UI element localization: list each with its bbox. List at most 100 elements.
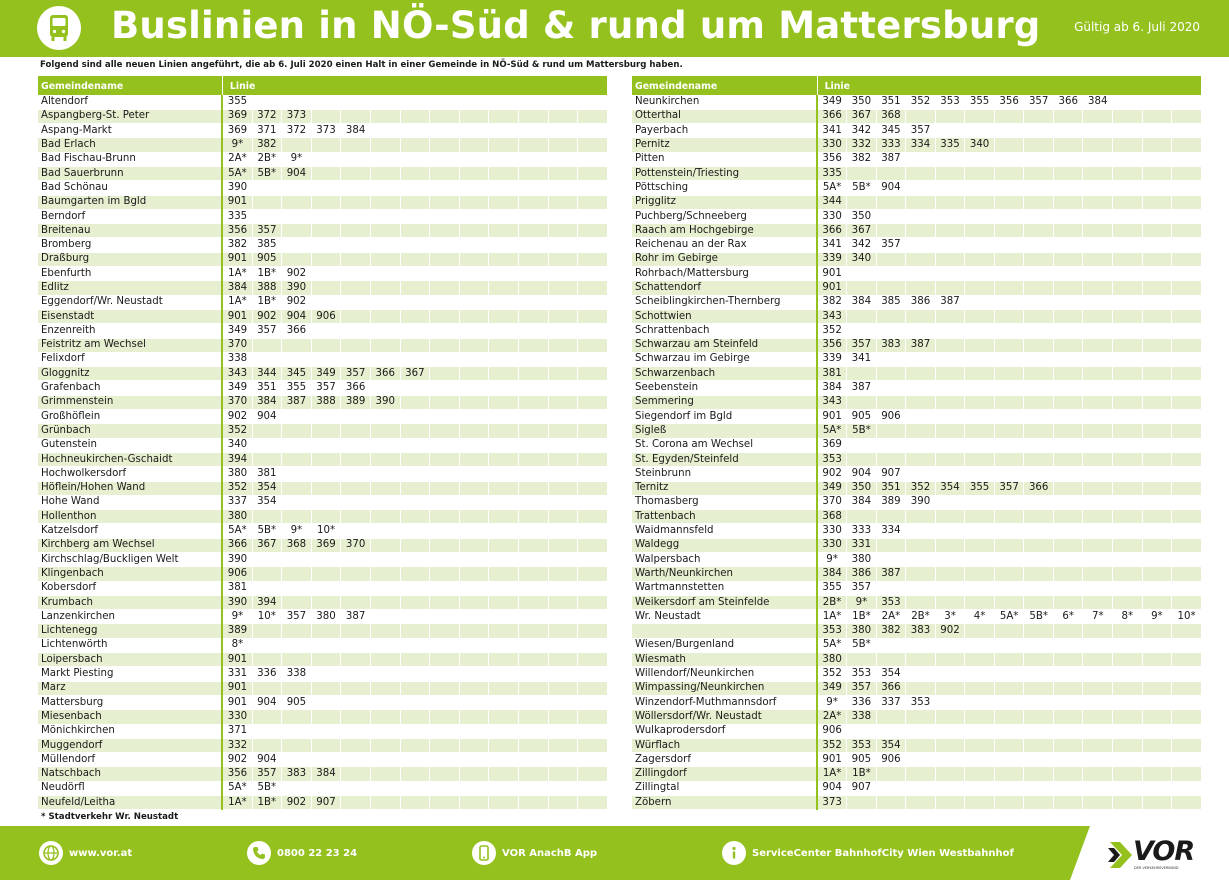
municipality-name: Scheiblingkirchen-Thernberg bbox=[632, 295, 819, 310]
empty-cell bbox=[488, 180, 519, 196]
empty-cell bbox=[340, 223, 371, 239]
empty-cell bbox=[340, 180, 371, 196]
empty-cell bbox=[429, 338, 460, 353]
empty-cell bbox=[518, 280, 549, 296]
bus-line-number: 4* bbox=[964, 609, 995, 625]
empty-cell bbox=[964, 495, 995, 511]
empty-cell bbox=[1082, 466, 1114, 482]
empty-cell bbox=[577, 581, 608, 596]
bus-line-number: 384 bbox=[222, 280, 253, 296]
empty-cell bbox=[577, 195, 608, 210]
bus-line-number: 355 bbox=[222, 95, 253, 110]
bus-line-number: 5B* bbox=[846, 638, 877, 654]
empty-cell bbox=[964, 180, 995, 196]
empty-cell bbox=[311, 95, 342, 110]
empty-cell bbox=[1082, 323, 1114, 339]
table-row: Natschbach 356 357 383 384 bbox=[38, 766, 608, 782]
footer-phone[interactable]: 0800 22 23 24 bbox=[247, 826, 357, 880]
municipality-name: Steinbrunn bbox=[632, 466, 819, 482]
empty-cell bbox=[846, 366, 877, 382]
empty-cell bbox=[1053, 495, 1084, 511]
empty-cell bbox=[488, 681, 519, 696]
empty-cell bbox=[548, 609, 579, 625]
empty-cell bbox=[1023, 738, 1054, 754]
bus-line-number: 352 bbox=[222, 423, 253, 439]
empty-cell bbox=[1082, 781, 1114, 797]
empty-cell bbox=[400, 581, 431, 596]
empty-cell bbox=[1023, 223, 1054, 239]
bus-line-number: 353 bbox=[876, 595, 907, 611]
bus-line-number: 341 bbox=[817, 237, 848, 253]
empty-cell bbox=[370, 323, 401, 339]
empty-cell bbox=[311, 295, 342, 310]
empty-cell bbox=[311, 452, 342, 468]
empty-cell bbox=[1082, 338, 1114, 353]
empty-cell bbox=[905, 438, 936, 453]
empty-cell bbox=[1053, 252, 1084, 268]
empty-cell bbox=[1171, 509, 1202, 525]
footer-service[interactable]: ServiceCenter BahnhofCity Wien Westbahnh… bbox=[722, 826, 1014, 880]
footer-web[interactable]: www.vor.at bbox=[39, 826, 132, 880]
table-row: Warth/Neunkirchen 384 386 387 bbox=[632, 566, 1202, 582]
empty-cell bbox=[370, 652, 401, 668]
empty-cell bbox=[964, 338, 995, 353]
vor-chevron-icon bbox=[1108, 842, 1132, 868]
bus-line-number: 906 bbox=[876, 752, 907, 768]
bus-line-number: 369 bbox=[222, 109, 253, 125]
municipality-name: Schrattenbach bbox=[632, 323, 819, 339]
empty-cell bbox=[281, 338, 312, 353]
empty-cell bbox=[1082, 409, 1114, 425]
bus-line-number: 380 bbox=[311, 609, 342, 625]
empty-cell bbox=[340, 280, 371, 296]
empty-cell bbox=[459, 552, 490, 568]
empty-cell bbox=[935, 595, 966, 611]
empty-cell bbox=[1171, 409, 1202, 425]
empty-cell bbox=[1082, 252, 1114, 268]
empty-cell bbox=[1171, 223, 1202, 239]
empty-cell bbox=[905, 209, 936, 225]
empty-cell bbox=[964, 380, 995, 396]
empty-cell bbox=[1112, 581, 1143, 596]
empty-cell bbox=[1082, 481, 1114, 496]
empty-cell bbox=[548, 409, 579, 425]
table-row: Grünbach 352 bbox=[38, 423, 608, 439]
empty-cell bbox=[340, 309, 371, 325]
footer-app[interactable]: VOR AnachB App bbox=[472, 826, 597, 880]
empty-cell bbox=[905, 266, 936, 282]
empty-cell bbox=[340, 481, 371, 496]
empty-cell bbox=[518, 724, 549, 739]
bus-line-number: 387 bbox=[935, 295, 966, 310]
municipality-name: Berndorf bbox=[38, 209, 224, 225]
empty-cell bbox=[488, 252, 519, 268]
empty-cell bbox=[1053, 623, 1084, 639]
empty-cell bbox=[876, 781, 907, 797]
empty-cell bbox=[1053, 152, 1084, 167]
municipality-name: Schattendorf bbox=[632, 280, 819, 296]
bus-line-number: 356 bbox=[994, 95, 1025, 110]
empty-cell bbox=[994, 423, 1025, 439]
empty-cell bbox=[370, 352, 401, 368]
empty-cell bbox=[548, 266, 579, 282]
empty-cell bbox=[429, 380, 460, 396]
empty-cell bbox=[1082, 166, 1114, 182]
empty-cell bbox=[1142, 152, 1173, 167]
table-row: Wiesmath 380 bbox=[632, 652, 1202, 668]
empty-cell bbox=[518, 166, 549, 182]
empty-cell bbox=[252, 566, 283, 582]
empty-cell bbox=[1053, 509, 1084, 525]
empty-cell bbox=[935, 152, 966, 167]
empty-cell bbox=[577, 709, 608, 725]
empty-cell bbox=[905, 752, 936, 768]
empty-cell bbox=[459, 323, 490, 339]
empty-cell bbox=[577, 523, 608, 539]
empty-cell bbox=[400, 152, 431, 167]
empty-cell bbox=[964, 266, 995, 282]
empty-cell bbox=[905, 252, 936, 268]
empty-cell bbox=[935, 681, 966, 696]
empty-cell bbox=[311, 237, 342, 253]
empty-cell bbox=[1142, 409, 1173, 425]
empty-cell bbox=[1082, 666, 1114, 682]
bus-line-number: 366 bbox=[222, 538, 253, 554]
table-row: Wöllersdorf/Wr. Neustadt 2A* 338 bbox=[632, 709, 1202, 725]
empty-cell bbox=[370, 180, 401, 196]
